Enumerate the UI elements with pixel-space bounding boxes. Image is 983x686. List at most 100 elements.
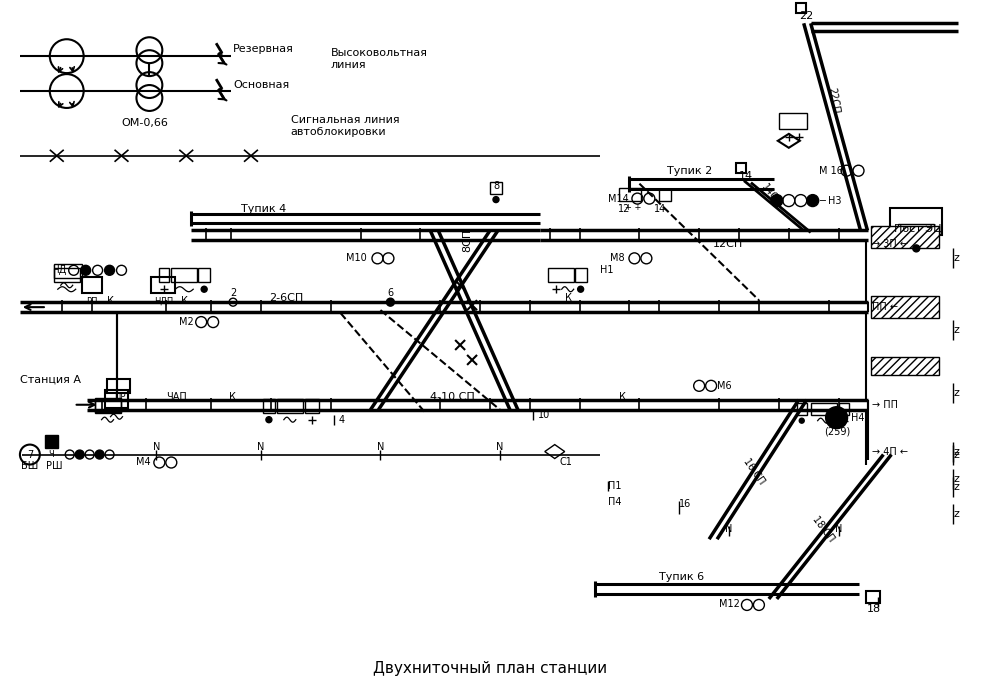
Text: 4-10 СП: 4-10 СП	[431, 392, 475, 402]
Text: 12: 12	[617, 204, 630, 213]
Text: Станция А: Станция А	[20, 375, 81, 385]
Circle shape	[807, 195, 819, 206]
Bar	[305, 399, 318, 413]
Text: 10: 10	[538, 410, 550, 420]
Bar	[151, 277, 175, 293]
Text: 4: 4	[338, 415, 345, 425]
Bar	[779, 113, 807, 129]
Text: ─ Н3: ─ Н3	[819, 196, 841, 206]
Text: Тупик 4: Тупик 4	[241, 204, 286, 213]
Text: 8: 8	[492, 180, 499, 191]
Text: К: К	[619, 392, 626, 402]
Bar	[866, 591, 881, 603]
Bar	[262, 399, 275, 413]
Text: РШ: РШ	[45, 462, 62, 471]
Circle shape	[95, 450, 104, 459]
Bar	[94, 398, 121, 412]
Text: Н4: Н4	[850, 413, 864, 423]
Text: → ПП: → ПП	[873, 400, 898, 410]
Circle shape	[578, 286, 584, 292]
Circle shape	[386, 298, 394, 306]
Text: z: z	[954, 447, 959, 457]
Text: 2: 2	[230, 288, 236, 298]
Circle shape	[75, 450, 85, 459]
Text: Основная: Основная	[233, 80, 289, 90]
Bar	[811, 403, 837, 415]
Circle shape	[913, 245, 920, 252]
Circle shape	[771, 195, 782, 206]
Bar	[106, 379, 131, 393]
Text: z: z	[954, 325, 959, 335]
Text: z: z	[954, 388, 959, 398]
Text: С1: С1	[559, 456, 573, 466]
Text: Двухниточный план станции: Двухниточный план станции	[373, 661, 607, 676]
Circle shape	[266, 416, 272, 423]
Text: z: z	[954, 475, 959, 484]
Bar	[104, 390, 129, 407]
Text: М2: М2	[179, 317, 194, 327]
Text: М14: М14	[607, 193, 628, 204]
Text: НДП: НДП	[153, 296, 173, 306]
Text: ЧД: ЧД	[52, 265, 66, 275]
Text: П1: П1	[607, 482, 621, 491]
Text: Тупик 2: Тупик 2	[667, 166, 713, 176]
Text: N: N	[496, 442, 503, 451]
Text: К: К	[181, 296, 188, 306]
Text: z: z	[954, 482, 959, 493]
Bar	[872, 226, 939, 248]
Text: 18 СП: 18 СП	[811, 514, 837, 544]
Bar	[575, 268, 587, 282]
Bar	[838, 403, 848, 415]
Bar	[660, 189, 671, 200]
Text: z: z	[954, 253, 959, 263]
Bar	[548, 268, 574, 282]
Text: 14СП: 14СП	[759, 182, 783, 209]
Text: 22: 22	[799, 12, 813, 21]
Text: N: N	[835, 524, 842, 534]
Bar	[277, 399, 303, 413]
Text: РП: РП	[86, 296, 97, 306]
Text: Высоковольтная
линия: Высоковольтная линия	[330, 48, 428, 70]
Circle shape	[799, 418, 804, 423]
Text: К: К	[229, 392, 236, 402]
Text: → 4П ←: → 4П ←	[873, 447, 908, 457]
Circle shape	[104, 265, 115, 275]
Text: 14: 14	[739, 171, 753, 180]
Text: 6: 6	[387, 288, 393, 298]
Circle shape	[826, 407, 847, 429]
Bar	[490, 182, 502, 193]
Text: ЧАП: ЧАП	[166, 392, 187, 402]
Text: М6: М6	[717, 381, 731, 391]
Text: М10: М10	[346, 253, 367, 263]
Circle shape	[202, 286, 207, 292]
Text: Пост ЭЦ: Пост ЭЦ	[895, 224, 943, 233]
Text: К: К	[564, 293, 571, 303]
Bar	[54, 264, 82, 279]
Text: N: N	[725, 524, 732, 534]
Text: 7: 7	[27, 449, 33, 460]
Circle shape	[493, 197, 499, 202]
Text: ОМ-0,66: ОМ-0,66	[122, 118, 168, 128]
Bar	[872, 357, 939, 375]
Bar	[796, 3, 806, 13]
Text: К: К	[106, 296, 113, 306]
Text: ПП ←: ПП ←	[873, 302, 898, 312]
Text: z: z	[954, 449, 959, 460]
Text: + +: + +	[625, 203, 642, 212]
Text: Сигнальная линия
автоблокировки: Сигнальная линия автоблокировки	[291, 115, 399, 137]
Text: Резервная: Резервная	[233, 44, 294, 54]
Text: N: N	[258, 442, 264, 451]
Bar	[872, 296, 939, 318]
Text: N: N	[152, 442, 160, 451]
Bar	[159, 268, 169, 282]
Bar	[94, 399, 121, 413]
Text: z: z	[954, 509, 959, 519]
Text: ПР: ПР	[114, 392, 125, 401]
Bar	[171, 268, 198, 282]
Circle shape	[81, 265, 90, 275]
Text: 12СП: 12СП	[713, 239, 743, 250]
Text: Н1: Н1	[600, 265, 613, 275]
Bar	[54, 268, 80, 282]
Bar	[199, 268, 210, 282]
Bar	[45, 435, 58, 447]
